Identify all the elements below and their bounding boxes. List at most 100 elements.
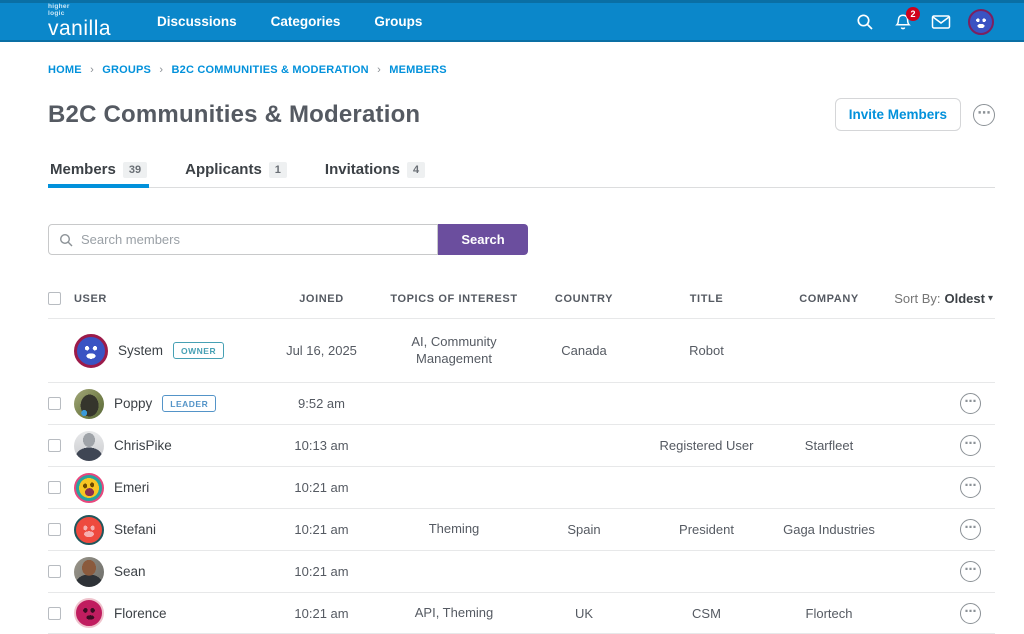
joined-cell: 9:52 am [298, 396, 345, 411]
user-avatar[interactable] [74, 333, 108, 368]
joined-cell: 10:21 am [294, 522, 349, 537]
page-content: HOME › GROUPS › B2C COMMUNITIES & MODERA… [48, 42, 995, 634]
column-header-joined: JOINED [299, 292, 344, 305]
search-submit-button[interactable]: Search [438, 224, 528, 255]
breadcrumb: HOME › GROUPS › B2C COMMUNITIES & MODERA… [48, 64, 995, 76]
row-checkbox[interactable] [48, 397, 61, 410]
tab-invitations-label: Invitations [324, 161, 400, 178]
breadcrumb-groups[interactable]: GROUPS [102, 64, 152, 76]
user-avatar[interactable] [74, 598, 104, 628]
select-all-checkbox[interactable] [48, 292, 61, 305]
member-name-link[interactable]: ChrisPike [114, 438, 172, 453]
higherlogic-logo-text: higher logic [48, 2, 70, 17]
invite-members-button[interactable]: Invite Members [834, 98, 961, 131]
sort-by-label: Sort By: [894, 291, 941, 306]
nav-item-categories[interactable]: Categories [270, 14, 341, 29]
sort-value-dropdown[interactable]: Oldest ▾ [945, 291, 994, 306]
joined-cell: Jul 16, 2025 [286, 343, 357, 358]
title-actions: Invite Members ⋯ [834, 98, 995, 131]
joined-cell: 10:21 am [294, 480, 349, 495]
row-checkbox[interactable] [48, 523, 61, 536]
company-cell: Gaga Industries [783, 522, 875, 537]
breadcrumb-separator: › [159, 64, 164, 76]
sort-caret-icon: ▾ [987, 293, 993, 304]
topics-cell [384, 438, 524, 453]
member-row: Emeri 10:21 am ⋯ [48, 466, 995, 508]
member-name-link[interactable]: Sean [114, 564, 146, 579]
column-header-user: USER [74, 292, 107, 305]
page-title: B2C Communities & Moderation [48, 100, 421, 128]
member-row: Stefani 10:21 am Theming Spain President… [48, 508, 995, 550]
search-input-icon [59, 233, 73, 246]
joined-cell: 10:21 am [294, 605, 349, 621]
joined-cell: 10:13 am [294, 438, 349, 453]
company-cell: Flortech [805, 605, 853, 621]
column-header-company: COMPANY [799, 292, 859, 305]
user-avatar[interactable] [74, 430, 104, 461]
tab-members-label: Members [50, 161, 116, 178]
brand-name: vanilla [48, 17, 112, 41]
group-options-icon[interactable]: ⋯ [973, 103, 995, 126]
messages-envelope-icon[interactable] [930, 11, 952, 33]
row-checkbox[interactable] [48, 606, 61, 620]
nav-item-discussions[interactable]: Discussions [157, 14, 237, 29]
member-row: Poppy LEADER 9:52 am ⋯ [48, 382, 995, 424]
user-avatar[interactable] [74, 388, 104, 419]
column-header-country: COUNTRY [554, 292, 614, 305]
tab-invitations-count: 4 [406, 161, 426, 178]
current-user-avatar[interactable] [968, 8, 994, 35]
member-name-link[interactable]: Florence [114, 605, 167, 621]
breadcrumb-group-name[interactable]: B2C COMMUNITIES & MODERATION [171, 64, 369, 76]
topics-cell: AI, Community Management [411, 333, 497, 366]
country-cell: Spain [567, 522, 601, 537]
search-members-input[interactable] [81, 232, 427, 247]
user-avatar[interactable] [74, 472, 104, 503]
search-icon[interactable] [854, 11, 876, 33]
row-options-button[interactable]: ⋯ [960, 561, 981, 582]
breadcrumb-members[interactable]: MEMBERS [389, 64, 447, 76]
title-row: B2C Communities & Moderation Invite Memb… [48, 98, 995, 131]
row-options-button[interactable]: ⋯ [960, 477, 981, 498]
country-cell: UK [574, 605, 594, 621]
column-header-title: TITLE [689, 292, 724, 305]
role-badge: OWNER [173, 342, 225, 359]
tab-applicants-count: 1 [268, 161, 287, 178]
member-name-link[interactable]: Poppy [114, 396, 153, 411]
member-name-link[interactable]: System [118, 343, 164, 358]
row-options-button[interactable]: ⋯ [960, 519, 981, 540]
topics-cell: Theming [428, 521, 480, 537]
breadcrumb-separator: › [90, 64, 94, 76]
user-avatar[interactable] [74, 514, 104, 545]
topics-cell [384, 480, 524, 495]
topics-cell [384, 564, 524, 579]
row-options-button[interactable]: ⋯ [960, 435, 981, 456]
column-header-topics: TOPICS OF INTEREST [390, 292, 518, 305]
navbar-icons: 2 [854, 6, 994, 35]
title-cell: CSM [692, 605, 721, 621]
breadcrumb-home[interactable]: HOME [48, 64, 82, 76]
notification-count-badge: 2 [906, 6, 920, 21]
tab-applicants-label: Applicants [185, 161, 262, 178]
table-header: USER JOINED TOPICS OF INTEREST COUNTRY T… [48, 283, 995, 318]
member-row: System OWNER Jul 16, 2025 AI, Community … [48, 318, 995, 382]
tab-invitations[interactable]: Invitations 4 [323, 157, 427, 187]
row-checkbox[interactable] [48, 439, 61, 452]
topics-cell [384, 396, 524, 411]
member-name-link[interactable]: Stefani [114, 522, 157, 537]
row-options-button[interactable]: ⋯ [960, 393, 981, 414]
country-cell: Canada [561, 343, 607, 358]
sort-selected-value: Oldest [944, 291, 985, 306]
row-options-button[interactable]: ⋯ [960, 602, 981, 624]
vanilla-logo[interactable]: higher logic vanilla [48, 2, 112, 41]
tab-members[interactable]: Members 39 [48, 157, 150, 188]
tab-applicants[interactable]: Applicants 1 [183, 157, 289, 187]
top-navbar: higher logic vanilla Discussions Categori… [0, 0, 1024, 42]
breadcrumb-separator: › [377, 64, 381, 76]
member-name-link[interactable]: Emeri [114, 480, 150, 495]
row-checkbox[interactable] [48, 565, 61, 578]
notifications-bell-icon[interactable]: 2 [892, 6, 920, 33]
nav-item-groups[interactable]: Groups [374, 14, 423, 29]
member-rows: System OWNER Jul 16, 2025 AI, Community … [48, 318, 995, 634]
user-avatar[interactable] [74, 556, 104, 587]
row-checkbox[interactable] [48, 481, 61, 494]
